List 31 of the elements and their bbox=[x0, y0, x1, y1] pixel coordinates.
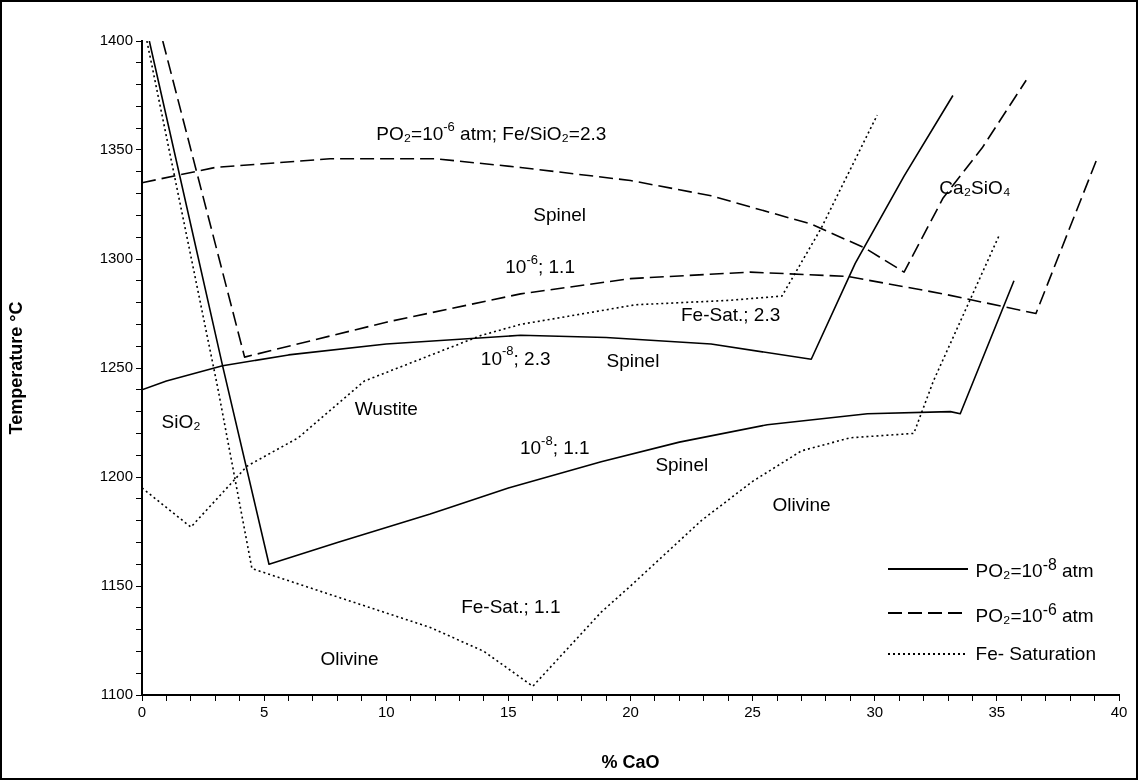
annotation: Spinel bbox=[606, 349, 660, 371]
x-tick-label: 0 bbox=[137, 703, 147, 721]
y-tick-label: 1100 bbox=[100, 685, 133, 703]
x-tick-label: 5 bbox=[259, 703, 269, 721]
annotation: Spinel bbox=[533, 203, 587, 225]
annotation: Fe-Sat.; 1.1 bbox=[461, 596, 561, 618]
x-tick-label: 40 bbox=[1110, 703, 1128, 721]
x-tick-label: 35 bbox=[988, 703, 1006, 721]
y-tick-label: 1300 bbox=[99, 249, 133, 267]
x-tick-label: 30 bbox=[866, 703, 884, 721]
x-tick-label: 15 bbox=[500, 703, 517, 721]
x-tick-label: 25 bbox=[744, 703, 761, 721]
y-tick-label: 1150 bbox=[100, 576, 133, 594]
annotation: Olivine bbox=[772, 493, 831, 515]
x-axis-title: % CaO bbox=[601, 752, 660, 773]
x-tick-label: 20 bbox=[622, 703, 639, 721]
legend-label: PO₂=10$^{-8}$ atm bbox=[975, 555, 1094, 584]
annotation: Spinel bbox=[655, 454, 709, 476]
annotation: Wustite bbox=[354, 397, 418, 419]
y-tick-label: 1250 bbox=[99, 358, 133, 376]
annotation: Ca₂SiO₄ bbox=[939, 177, 1011, 199]
annotation: Olivine bbox=[320, 648, 379, 670]
legend-label: PO₂=10$^{-6}$ atm bbox=[975, 599, 1094, 628]
y-tick-label: 1200 bbox=[99, 467, 133, 485]
y-axis-title: Temperature °C bbox=[5, 301, 26, 435]
annotation: Fe-Sat.; 2.3 bbox=[681, 303, 781, 325]
legend-label: Fe- Saturation bbox=[975, 642, 1096, 666]
y-tick-label: 1400 bbox=[99, 31, 133, 49]
annotation: SiO₂ bbox=[161, 410, 201, 432]
x-tick-label: 10 bbox=[377, 703, 395, 721]
y-tick-label: 1350 bbox=[99, 140, 133, 158]
